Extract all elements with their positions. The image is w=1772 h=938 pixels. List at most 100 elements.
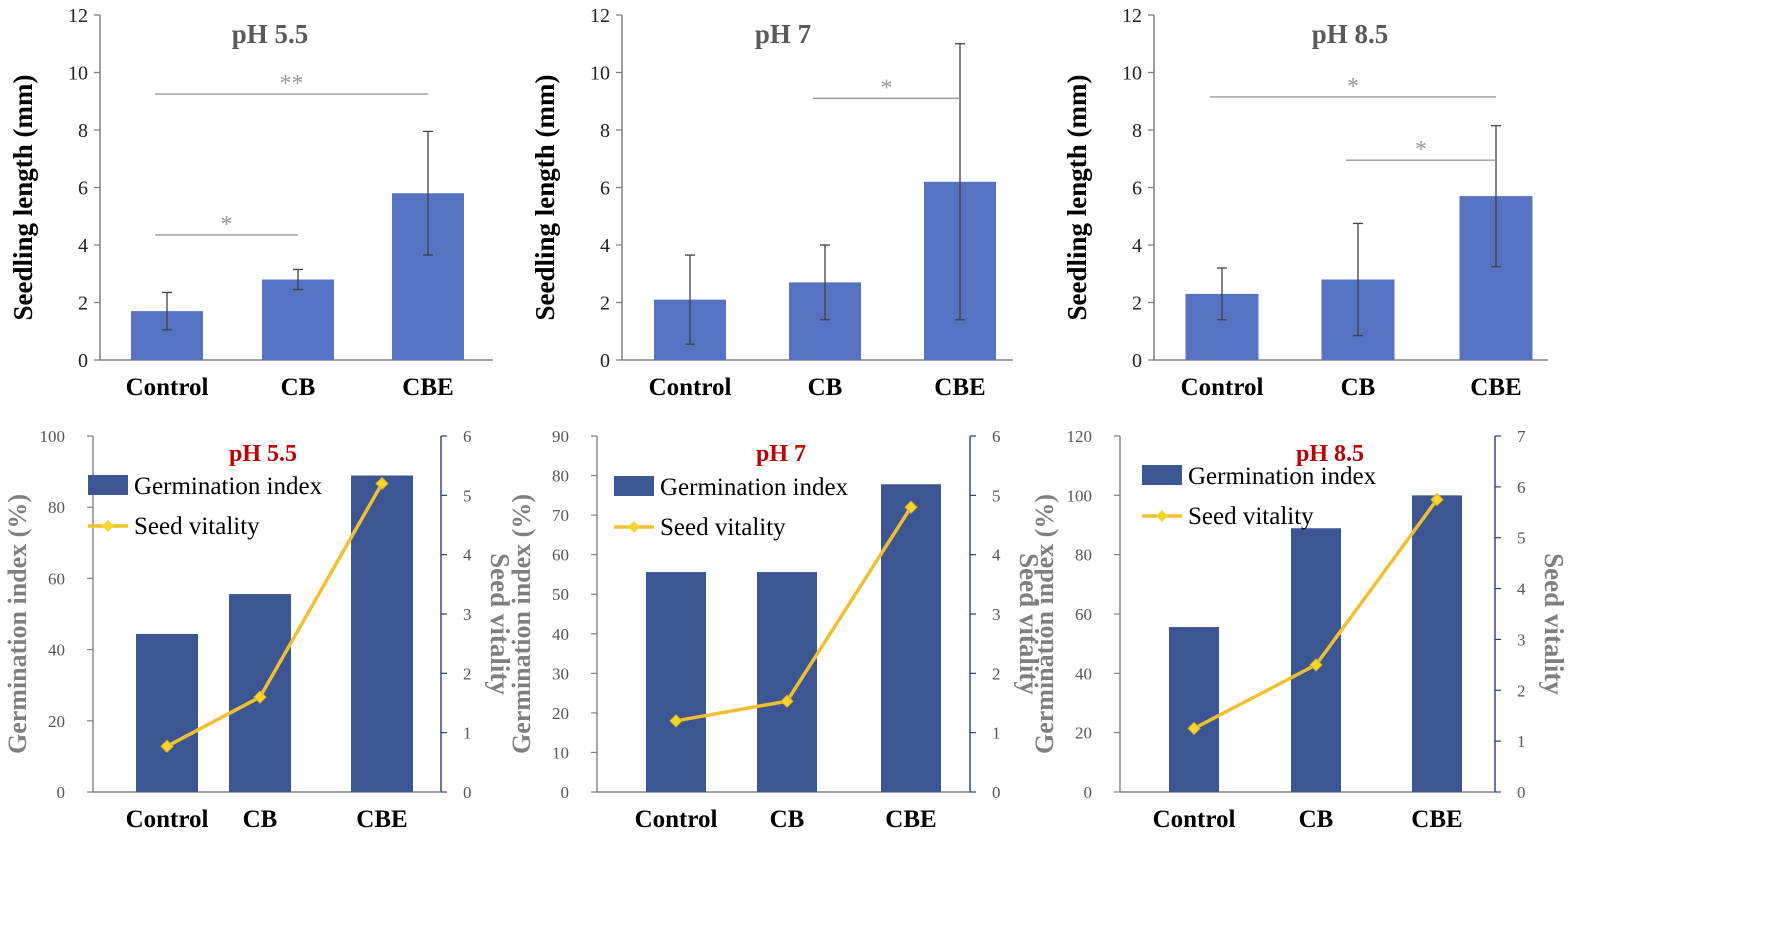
y-tick-label: 100 bbox=[40, 427, 66, 446]
y2-tick-label: 5 bbox=[992, 486, 1001, 505]
y2-tick-label: 5 bbox=[463, 486, 472, 505]
y2-tick-label: 4 bbox=[463, 546, 472, 565]
y-tick-label: 0 bbox=[1132, 350, 1142, 372]
y-tick-label: 80 bbox=[1075, 546, 1092, 565]
y2-tick-label: 6 bbox=[992, 427, 1001, 446]
seed-vitality-point bbox=[780, 694, 794, 708]
y-tick-label: 50 bbox=[552, 585, 569, 604]
legend-bar-swatch bbox=[88, 475, 128, 495]
seed-vitality-point bbox=[669, 714, 683, 728]
germination-bar bbox=[881, 484, 941, 792]
y-tick-label: 6 bbox=[78, 178, 88, 200]
y2-tick-label: 7 bbox=[1517, 427, 1526, 446]
y-tick-label: 40 bbox=[48, 641, 65, 660]
y2-tick-label: 2 bbox=[1517, 681, 1526, 700]
y2-tick-label: 3 bbox=[463, 605, 472, 624]
y-tick-label: 40 bbox=[552, 625, 569, 644]
germination-chart-1: 0 20 40 60 80 100 0 1 2 3 4 5 6 Control CB CBE Germinati… bbox=[3, 427, 515, 833]
y2-tick-label: 6 bbox=[1517, 478, 1526, 497]
seed-vitality-point bbox=[375, 476, 389, 491]
y2-tick-label: 0 bbox=[992, 783, 1001, 802]
y-tick-label: 40 bbox=[1075, 664, 1092, 683]
category-label: Control bbox=[649, 374, 732, 401]
chart-title: pH 5.5 bbox=[232, 19, 309, 49]
y-axis-label: Germination index (%) bbox=[1030, 494, 1059, 754]
seed-vitality-point bbox=[1187, 721, 1201, 736]
y-tick-label: 12 bbox=[68, 5, 88, 27]
legend-line-label: Seed vitality bbox=[660, 514, 786, 541]
y2-axis-label: Seed vitality bbox=[1014, 553, 1044, 695]
y-tick-label: 90 bbox=[552, 427, 569, 446]
seed-vitality-point bbox=[160, 739, 174, 754]
y2-axis-label: Seed vitality bbox=[485, 553, 515, 695]
y-tick-label: 30 bbox=[552, 664, 569, 683]
chart-title: pH 7 bbox=[755, 19, 811, 49]
seed-vitality-point bbox=[1309, 658, 1323, 672]
chart-title: pH 5.5 bbox=[229, 441, 297, 467]
y-tick-label: 0 bbox=[57, 783, 66, 802]
category-label: CB bbox=[1341, 374, 1376, 401]
legend-bar-label: Germination index bbox=[660, 474, 849, 501]
germination-bar bbox=[646, 572, 706, 792]
legend-line-marker bbox=[1156, 510, 1168, 522]
seedling-chart-2: 0 2 4 6 8 10 12 Control CB CBE * pH 7 Seedling lengt… bbox=[530, 5, 1013, 401]
y-tick-label: 2 bbox=[600, 293, 610, 315]
bar bbox=[262, 279, 334, 360]
y2-tick-label: 2 bbox=[992, 664, 1001, 683]
category-label: Control bbox=[126, 374, 209, 401]
significance-mark: * bbox=[221, 212, 233, 238]
legend-line-marker bbox=[628, 521, 640, 533]
germination-bar bbox=[1412, 495, 1462, 792]
y-tick-label: 8 bbox=[78, 120, 88, 142]
y-tick-label: 0 bbox=[78, 350, 88, 372]
y2-tick-label: 0 bbox=[1517, 783, 1526, 802]
category-label: Control bbox=[126, 806, 209, 833]
y-axis-label: Germination index (%) bbox=[3, 494, 32, 754]
category-label: Control bbox=[1181, 374, 1264, 401]
y-axis-label: Seedling length (mm) bbox=[1062, 75, 1092, 321]
category-label: Control bbox=[635, 806, 718, 833]
y-tick-label: 60 bbox=[48, 569, 65, 588]
y-axis-label: Seedling length (mm) bbox=[530, 75, 560, 321]
y2-tick-label: 1 bbox=[463, 724, 472, 743]
y-tick-label: 8 bbox=[1132, 120, 1142, 142]
y-tick-label: 10 bbox=[1122, 63, 1142, 85]
legend-line-label: Seed vitality bbox=[134, 513, 260, 540]
chart-title: pH 8.5 bbox=[1312, 19, 1389, 49]
legend-bar-label: Germination index bbox=[134, 473, 323, 500]
y-tick-label: 0 bbox=[1084, 783, 1093, 802]
y-tick-label: 12 bbox=[590, 5, 610, 27]
category-label: CBE bbox=[1470, 374, 1521, 401]
category-label: CB bbox=[281, 374, 316, 401]
y-axis-label: Seedling length (mm) bbox=[8, 75, 38, 321]
legend-bar-label: Germination index bbox=[1188, 463, 1377, 490]
germination-chart-3: 0 20 40 60 80 100 120 0 1 2 3 4 5 6 7 Control CB CBE Germi… bbox=[1030, 427, 1569, 833]
category-label: CB bbox=[243, 806, 278, 833]
y-tick-label: 12 bbox=[1122, 5, 1142, 27]
y2-tick-label: 3 bbox=[1517, 630, 1526, 649]
legend-bar-swatch bbox=[1142, 465, 1182, 485]
y-tick-label: 80 bbox=[552, 467, 569, 486]
y2-axis-label: Seed vitality bbox=[1539, 553, 1569, 695]
y2-tick-label: 1 bbox=[1517, 732, 1526, 751]
y2-tick-label: 3 bbox=[992, 605, 1001, 624]
y-tick-label: 80 bbox=[48, 498, 65, 517]
y-tick-label: 2 bbox=[78, 293, 88, 315]
y-tick-label: 4 bbox=[1132, 235, 1142, 257]
seed-vitality-point bbox=[253, 690, 267, 704]
category-label: CB bbox=[770, 806, 805, 833]
category-label: CBE bbox=[1411, 806, 1462, 833]
category-label: CBE bbox=[402, 374, 453, 401]
y2-tick-label: 6 bbox=[463, 427, 472, 446]
chart-title: pH 7 bbox=[756, 441, 806, 467]
y2-tick-label: 2 bbox=[463, 664, 472, 683]
y-tick-label: 20 bbox=[1075, 724, 1092, 743]
significance-mark: * bbox=[1347, 74, 1359, 100]
y-tick-label: 20 bbox=[48, 712, 65, 731]
y-tick-label: 70 bbox=[552, 506, 569, 525]
y-tick-label: 4 bbox=[600, 235, 610, 257]
category-label: CB bbox=[1299, 806, 1334, 833]
y2-tick-label: 4 bbox=[1517, 580, 1526, 599]
germination-bar bbox=[351, 475, 413, 792]
seed-vitality-point bbox=[904, 500, 918, 514]
